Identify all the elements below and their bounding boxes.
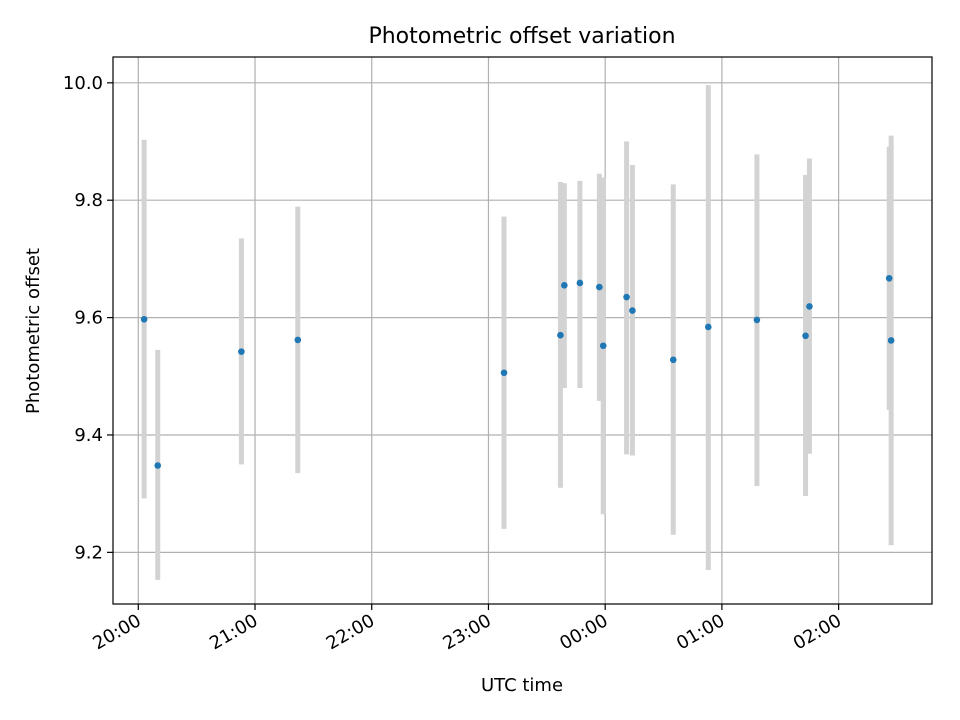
data-point	[623, 293, 630, 301]
data-point	[806, 303, 813, 310]
data-point	[140, 316, 148, 323]
data-point	[500, 369, 508, 377]
data-point	[885, 274, 893, 282]
data-point	[154, 462, 162, 469]
data-point	[599, 342, 607, 350]
y-tick-label: 10.0	[63, 73, 103, 94]
data-point	[704, 323, 712, 331]
data-point	[802, 332, 809, 340]
data-point	[887, 337, 895, 344]
point-layer	[140, 274, 895, 469]
y-tick-label: 9.4	[74, 425, 103, 446]
data-point	[576, 279, 584, 287]
data-point	[238, 348, 245, 355]
y-tick-label: 9.6	[74, 308, 103, 329]
grid-layer	[113, 57, 932, 604]
x-axis-label: UTC time	[481, 675, 563, 696]
y-axis-label: Photometric offset	[23, 248, 44, 414]
y-tick-label: 9.2	[74, 542, 103, 563]
plot-frame	[112, 56, 933, 605]
data-point	[561, 282, 568, 289]
data-point	[629, 307, 636, 314]
data-point	[753, 316, 761, 324]
y-tick-label: 9.8	[74, 190, 103, 211]
data-point	[596, 283, 603, 291]
chart-title: Photometric offset variation	[368, 24, 675, 49]
data-point	[669, 356, 677, 364]
data-point	[294, 336, 302, 344]
data-point	[557, 331, 564, 339]
